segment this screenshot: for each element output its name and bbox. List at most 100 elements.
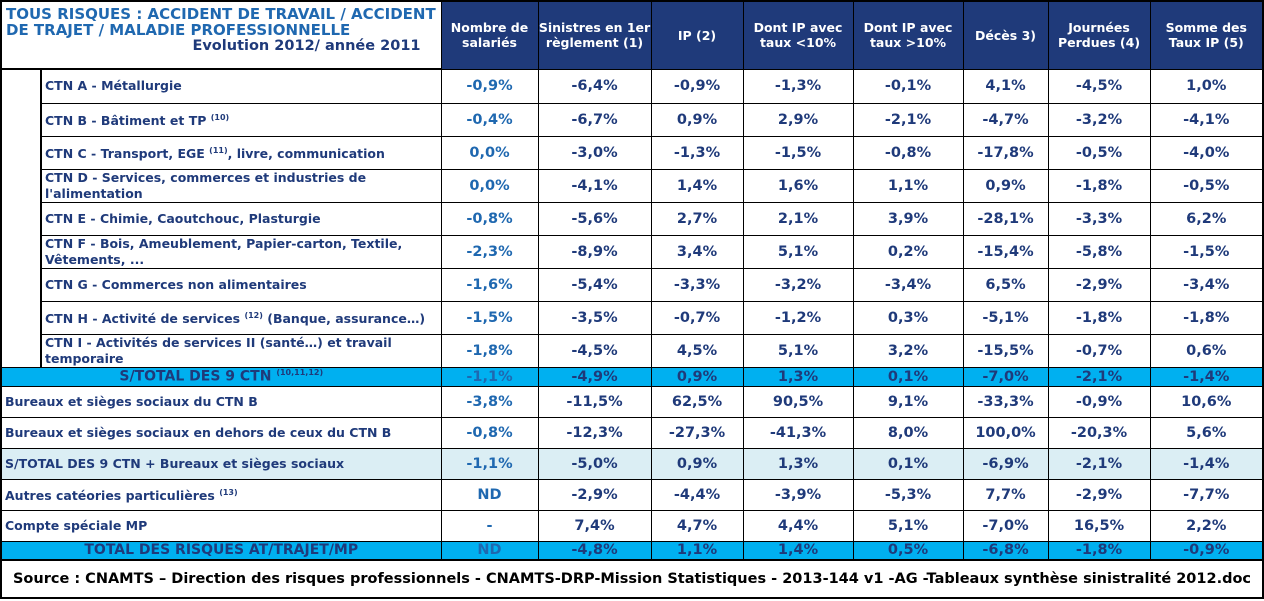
row-label-cell: CTN D - Services, commerces et industrie… xyxy=(40,168,442,203)
value-cell: -4,1% xyxy=(537,168,652,203)
column-header: Journées Perdues (4) xyxy=(1047,0,1151,70)
value-cell: -7,0% xyxy=(962,366,1049,387)
value-cell: -0,1% xyxy=(852,68,964,104)
value-cell: -6,7% xyxy=(537,102,652,137)
value-cell: -0,9% xyxy=(1149,540,1264,561)
row-label-continued: , livre, communication xyxy=(227,146,385,162)
value-cell: -5,1% xyxy=(962,300,1049,335)
row-label-cell: CTN A - Métallurgie xyxy=(40,68,442,104)
table-row: Compte spéciale MP -7,4% 4,7% 4,4% 5,1% -7,0%… xyxy=(0,509,1264,542)
value-cell: -4,5% xyxy=(1047,68,1151,104)
table-row: CTN C - Transport, EGE (11), livre, comm… xyxy=(1,135,1264,170)
value-cell: -1,4% xyxy=(1149,447,1264,480)
value-cell: 2,9% xyxy=(742,102,854,137)
table-body: Comités Techniques Nationaux(CTN) (10)CT… xyxy=(0,68,1264,599)
value-cell: -1,5% xyxy=(1149,234,1264,269)
row-label: CTN H - Activité de services xyxy=(45,311,241,327)
grand-total-row: TOTAL DES RISQUES AT/TRAJET/MP ND -4,8% 1,1… xyxy=(0,540,1264,561)
value-cell: -3,4% xyxy=(1149,267,1264,302)
value-cell: ND xyxy=(440,478,539,511)
value-cell: 2,1% xyxy=(742,201,854,236)
table-title: TOUS RISQUES : ACCIDENT DE TRAVAIL / ACC… xyxy=(0,0,442,70)
value-cell: 0,3% xyxy=(852,300,964,335)
row-label-cell: Bureaux et sièges sociaux en dehors de c… xyxy=(0,416,442,449)
column-header: Dont IP avec taux <10% xyxy=(742,0,854,70)
value-cell: 9,1% xyxy=(852,385,964,418)
source-note: Source : CNAMTS – Direction des risques … xyxy=(0,559,1264,599)
row-label: CTN A - Métallurgie xyxy=(45,78,182,94)
value-cell: -6,9% xyxy=(962,447,1049,480)
value-cell: -0,4% xyxy=(440,102,539,137)
value-cell: -3,8% xyxy=(440,385,539,418)
value-cell: -2,1% xyxy=(852,102,964,137)
value-cell: 0,0% xyxy=(440,168,539,203)
row-label: Bureaux et sièges sociaux en dehors de c… xyxy=(5,424,392,440)
value-cell: 100,0% xyxy=(962,416,1049,449)
table-row: CTN H - Activité de services (12) (Banqu… xyxy=(1,300,1264,335)
table-row: CTN G - Commerces non alimentaires -1,6% -… xyxy=(1,267,1264,302)
value-cell: -0,9% xyxy=(1047,385,1151,418)
value-cell: -1,8% xyxy=(1047,168,1151,203)
value-cell: -0,9% xyxy=(440,68,539,104)
value-cell: 0,1% xyxy=(852,447,964,480)
value-cell: 1,1% xyxy=(852,168,964,203)
value-cell: 4,4% xyxy=(742,509,854,542)
value-cell: -1,3% xyxy=(742,68,854,104)
row-label: CTN E - Chimie, Caoutchouc, Plasturgie xyxy=(45,210,321,226)
value-cell: -1,8% xyxy=(1149,300,1264,335)
value-cell: -2,1% xyxy=(1047,447,1151,480)
value-cell: 5,6% xyxy=(1149,416,1264,449)
value-cell: -7,0% xyxy=(962,509,1049,542)
value-cell: -5,4% xyxy=(537,267,652,302)
value-cell: -12,3% xyxy=(537,416,652,449)
value-cell: -15,5% xyxy=(962,333,1049,368)
table-row: CTN I - Activités de services II (santé…… xyxy=(1,333,1264,368)
value-cell: -2,3% xyxy=(440,234,539,269)
value-cell: -3,0% xyxy=(537,135,652,170)
value-cell: -0,8% xyxy=(440,201,539,236)
value-cell: -5,6% xyxy=(537,201,652,236)
value-cell: 4,7% xyxy=(650,509,744,542)
grand-total-label-text: TOTAL DES RISQUES AT/TRAJET/MP xyxy=(84,542,359,559)
row-label-cell: CTN G - Commerces non alimentaires xyxy=(40,267,442,302)
value-cell: -4,8% xyxy=(537,540,652,561)
value-cell: -3,5% xyxy=(537,300,652,335)
value-cell: 1,4% xyxy=(742,540,854,561)
value-cell: -0,8% xyxy=(852,135,964,170)
value-cell: 90,5% xyxy=(742,385,854,418)
table-row: Comités Techniques Nationaux(CTN) (10)CT… xyxy=(0,68,1264,368)
row-label-cell: CTN I - Activités de services II (santé…… xyxy=(40,333,442,368)
value-cell: - xyxy=(440,509,539,542)
value-cell: -0,7% xyxy=(650,300,744,335)
row-label: Bureaux et sièges sociaux du CTN B xyxy=(5,393,258,409)
value-cell: 5,1% xyxy=(742,234,854,269)
value-cell: -1,1% xyxy=(440,366,539,387)
row-label-cell: CTN C - Transport, EGE (11), livre, comm… xyxy=(40,135,442,170)
value-cell: -3,2% xyxy=(742,267,854,302)
table-row: CTN F - Bois, Ameublement, Papier-carton… xyxy=(1,234,1264,269)
row-label-cell: CTN F - Bois, Ameublement, Papier-carton… xyxy=(40,234,442,269)
value-cell: -15,4% xyxy=(962,234,1049,269)
value-cell: -5,8% xyxy=(1047,234,1151,269)
value-cell: -1,8% xyxy=(1047,540,1151,561)
value-cell: -6,8% xyxy=(962,540,1049,561)
value-cell: 1,1% xyxy=(650,540,744,561)
value-cell: -1,4% xyxy=(1149,366,1264,387)
value-cell: 10,6% xyxy=(1149,385,1264,418)
table-row: CTN D - Services, commerces et industrie… xyxy=(1,168,1264,203)
value-cell: -4,0% xyxy=(1149,135,1264,170)
value-cell: -27,3% xyxy=(650,416,744,449)
value-cell: -20,3% xyxy=(1047,416,1151,449)
value-cell: 4,5% xyxy=(650,333,744,368)
value-cell: -0,5% xyxy=(1149,168,1264,203)
column-header: Sinistres en 1er règlement (1) xyxy=(537,0,652,70)
value-cell: -7,7% xyxy=(1149,478,1264,511)
value-cell: 7,4% xyxy=(537,509,652,542)
value-cell: -1,8% xyxy=(440,333,539,368)
title-subtitle: Evolution 2012/ année 2011 xyxy=(192,38,421,54)
value-cell: -4,1% xyxy=(1149,102,1264,137)
value-cell: 62,5% xyxy=(650,385,744,418)
value-cell: -2,9% xyxy=(1047,478,1151,511)
footnote-ref: (13) xyxy=(219,487,238,497)
value-cell: -0,8% xyxy=(440,416,539,449)
